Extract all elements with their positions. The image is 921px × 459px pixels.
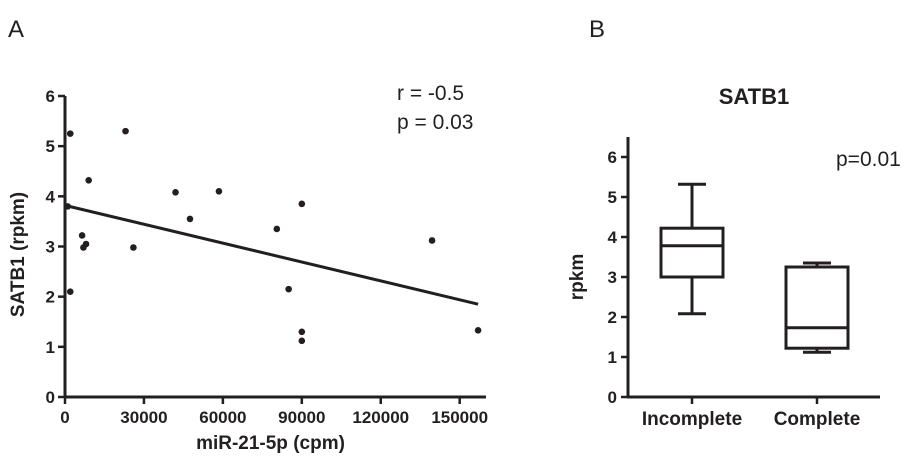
box-axes [626,137,880,399]
y-tick-label: 0 [608,388,617,407]
correlation-p-annotation: p = 0.03 [397,111,473,134]
y-tick-label: 4 [46,187,56,206]
y-tick-label: 2 [46,288,55,307]
x-tick-label: 90000 [278,408,325,427]
y-tick-label: 0 [46,388,55,407]
y-tick-label: 3 [46,238,55,257]
y-tick-label: 2 [608,308,617,327]
x-tick-label: 0 [60,408,69,427]
scatter-points [64,127,482,345]
scatter-point [82,240,90,248]
box-y-axis-label: rpkm [567,254,588,300]
x-tick-label: 30000 [120,408,167,427]
regression-line [64,203,479,306]
scatter-point [285,285,292,293]
x-tick-label: 150000 [431,408,488,427]
scatter-x-axis-label: miR-21-5p (cpm) [196,433,345,454]
y-tick-label: 1 [608,348,617,367]
box-category-labels: Incomplete Complete [642,397,860,430]
iqr-box [784,265,850,350]
box-chart: SATB1 0 1 2 3 4 5 6 Incomplete Complete rpkm p=… [567,84,901,430]
panel-label-b: B [589,16,605,43]
x-tick-label: 120000 [352,408,409,427]
scatter-point [215,188,223,195]
iqr-box [659,226,725,279]
box-chart-title: SATB1 [719,84,790,109]
box-p-annotation: p=0.01 [836,148,901,171]
scatter-point [273,225,281,233]
scatter-point [122,127,129,135]
category-label: Incomplete [642,409,742,430]
panel-label-a: A [8,16,24,43]
box-plots [659,182,850,354]
y-tick-label: 6 [46,87,55,106]
category-label: Complete [774,409,861,430]
scatter-point [172,189,179,196]
y-tick-label: 5 [46,137,55,156]
scatter-point [474,326,482,334]
scatter-point [66,130,74,137]
scatter-point [78,232,86,239]
scatter-axes [63,96,486,399]
scatter-y-ticks: 0 1 2 3 4 5 6 [46,87,65,407]
box-complete [784,261,850,354]
scatter-point [298,337,306,345]
scatter-point [64,203,71,210]
box-y-ticks: 0 1 2 3 4 5 6 [608,148,628,407]
scatter-y-axis-label: SATB1 (rpkm) [8,192,29,317]
box-incomplete [659,182,725,316]
x-tick-label: 60000 [199,408,246,427]
y-tick-label: 4 [608,228,618,247]
scatter-chart: 0 30000 60000 90000 120000 150000 0 1 2 3 4 5 6 miR… [8,82,488,454]
scatter-point [130,244,137,251]
correlation-r-annotation: r = -0.5 [397,82,464,105]
regression-line-segment [64,203,479,306]
scatter-point [298,328,306,336]
scatter-x-ticks: 0 30000 60000 90000 120000 150000 [60,397,488,427]
y-tick-label: 3 [608,268,617,287]
scatter-point [298,200,306,208]
scatter-point [85,176,92,184]
y-tick-label: 1 [46,338,55,357]
y-tick-label: 5 [608,188,617,207]
y-tick-label: 6 [608,148,617,167]
scatter-point [66,288,74,295]
scatter-point [186,215,194,223]
scatter-point [428,237,436,244]
